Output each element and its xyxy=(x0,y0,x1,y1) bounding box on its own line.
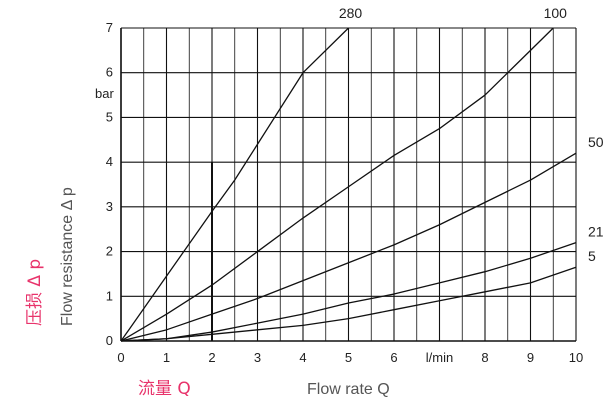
series-label: 21 xyxy=(588,224,604,240)
series-line xyxy=(120,152,577,342)
y-tick-label: 4 xyxy=(106,154,113,169)
x-tick-label: 10 xyxy=(569,350,583,365)
x-tick-label: 0 xyxy=(117,350,124,365)
series-label: 280 xyxy=(339,5,363,21)
series-label: 50 xyxy=(588,134,604,150)
y-tick-label: 1 xyxy=(106,288,113,303)
x-tick-label: l/min xyxy=(426,350,453,365)
x-tick-label: 2 xyxy=(208,350,215,365)
series-label: 100 xyxy=(544,5,568,21)
y-tick-label: 2 xyxy=(106,244,113,259)
y-unit-label: bar xyxy=(95,86,114,101)
y-tick-label: 7 xyxy=(106,20,113,35)
x-tick-label: 8 xyxy=(481,350,488,365)
x-tick-label: 1 xyxy=(163,350,170,365)
series-lines xyxy=(120,27,577,342)
y-tick-label: 0 xyxy=(106,333,113,348)
x-tick-labels: 0 1 2 3 4 5 6 l/min 8 9 10 xyxy=(117,350,583,365)
y-axis-title: Flow resistance Δ p xyxy=(59,187,76,326)
series-labels: 280 100 50 21 5 xyxy=(339,5,604,264)
x-tick-label: 9 xyxy=(527,350,534,365)
x-axis-title-cn: 流量 Q xyxy=(138,379,191,399)
series-line xyxy=(120,27,349,342)
y-axis-title-cn: 压损 Δ p xyxy=(25,259,45,326)
y-tick-label: 3 xyxy=(106,199,113,214)
x-axis-title: Flow rate Q xyxy=(307,381,390,398)
y-tick-label: 6 xyxy=(106,65,113,80)
x-tick-label: 4 xyxy=(299,350,306,365)
y-tick-label: 5 xyxy=(106,109,113,124)
series-label: 5 xyxy=(588,248,596,264)
axes xyxy=(120,28,576,342)
series-line xyxy=(120,27,554,342)
x-tick-label: 5 xyxy=(345,350,352,365)
grid xyxy=(120,27,577,342)
series-line xyxy=(120,242,577,342)
x-tick-label: 6 xyxy=(390,350,397,365)
y-tick-labels: 0 1 2 3 4 5 6 7 xyxy=(106,20,113,348)
x-tick-label: 3 xyxy=(254,350,261,365)
series-line xyxy=(120,266,577,342)
